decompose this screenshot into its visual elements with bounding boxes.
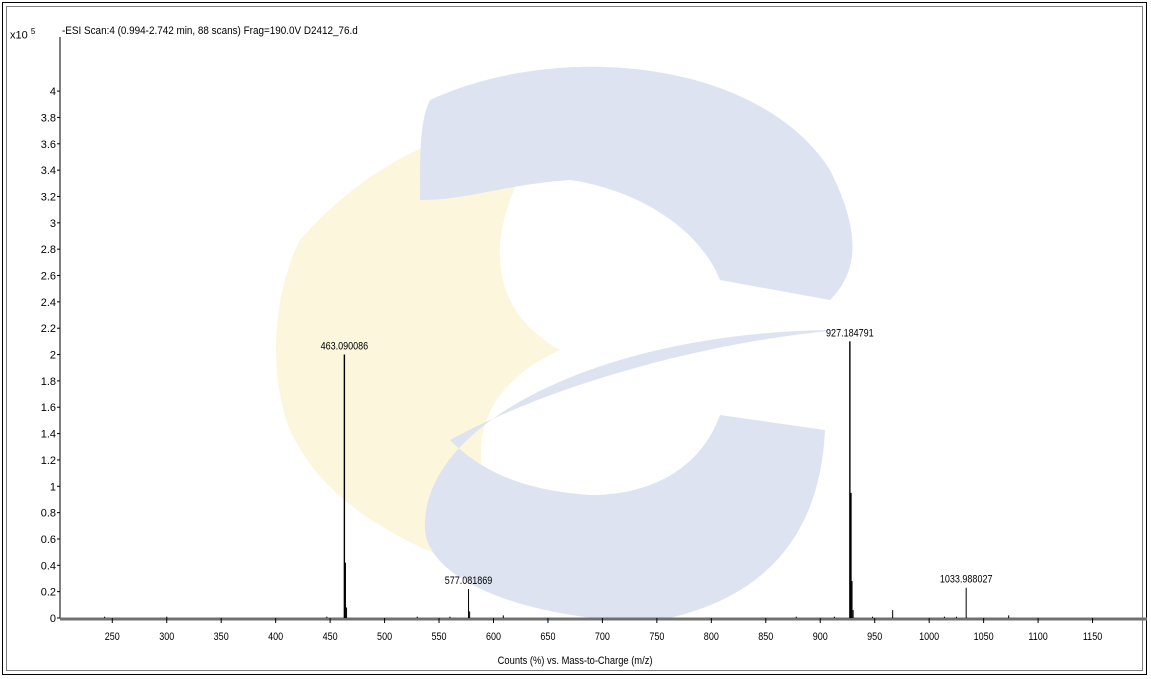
x-tick-label: 650	[540, 631, 555, 643]
x-tick-label: 500	[377, 631, 392, 643]
x-tick-label: 400	[268, 631, 283, 643]
peak-label: 463.090086	[321, 341, 369, 353]
x-tick-label: 1000	[919, 631, 939, 643]
peak-labels: 463.090086 577.081869 927.184791 1033.98802…	[321, 328, 993, 588]
y-tick-label: 1.2	[41, 455, 56, 467]
x-tick-label: 900	[813, 631, 828, 643]
peak-label: 577.081869	[445, 575, 493, 587]
chart-title: -ESI Scan:4 (0.994-2.742 min, 88 scans) …	[62, 25, 358, 37]
peaks	[104, 341, 1010, 618]
y-tick-label: 2.6	[41, 271, 56, 283]
x-tick-label: 350	[214, 631, 229, 643]
x-tick-label: 950	[867, 631, 882, 643]
y-tick-label: 3	[50, 218, 56, 230]
y-tick-label: 4	[50, 86, 56, 98]
x-tick-label: 750	[649, 631, 664, 643]
watermark-arc-top	[420, 66, 853, 300]
watermark-logo	[276, 66, 853, 621]
y-tick-label: 1.4	[41, 429, 56, 441]
exponent-power: 5	[30, 27, 36, 36]
y-tick-label: 3.4	[41, 165, 56, 177]
y-tick-label: 3.2	[41, 191, 56, 203]
y-tick-label: 2.2	[41, 323, 56, 335]
x-tick-label: 700	[595, 631, 610, 643]
x-tick-label: 1050	[974, 631, 994, 643]
y-tick-label: 0.4	[41, 560, 56, 572]
y-tick-label: 3.6	[41, 139, 56, 151]
watermark-arc-bottom	[424, 330, 840, 621]
x-axis-title: Counts (%) vs. Mass-to-Charge (m/z)	[0, 655, 1151, 667]
y-tick-label: 0	[50, 613, 56, 625]
y-tick-label: 0.2	[41, 587, 56, 599]
x-tick-label: 1150	[1083, 631, 1103, 643]
x-tick-label: 250	[105, 631, 120, 643]
y-tick-label: 0.6	[41, 534, 56, 546]
x-tick-label: 800	[704, 631, 719, 643]
x-tick-label: 600	[486, 631, 501, 643]
watermark-crescent	[276, 118, 560, 590]
x-axis-title-text: Counts (%) vs. Mass-to-Charge (m/z)	[498, 655, 653, 667]
y-tick-label: 3.8	[41, 112, 56, 124]
x-tick-label: 300	[159, 631, 174, 643]
x-tick-label: 1100	[1028, 631, 1048, 643]
y-tick-label: 1.6	[41, 402, 56, 414]
y-tick-label: 2	[50, 350, 56, 362]
y-tick-label: 0.8	[41, 508, 56, 520]
y-multiplier-label: x10 5	[10, 27, 35, 42]
chart-inner-border	[6, 6, 1143, 671]
y-tick-label: 2.8	[41, 244, 56, 256]
y-tick-label: 2.4	[41, 297, 56, 309]
peak-label: 1033.988027	[940, 574, 993, 586]
y-tick-label: 1	[50, 481, 56, 493]
x-tick-label: 450	[323, 631, 338, 643]
exponent-base: x10	[10, 29, 28, 42]
peak-label: 927.184791	[826, 328, 874, 340]
x-tick-label: 850	[758, 631, 773, 643]
y-tick-label: 1.8	[41, 376, 56, 388]
x-tick-label: 550	[432, 631, 447, 643]
